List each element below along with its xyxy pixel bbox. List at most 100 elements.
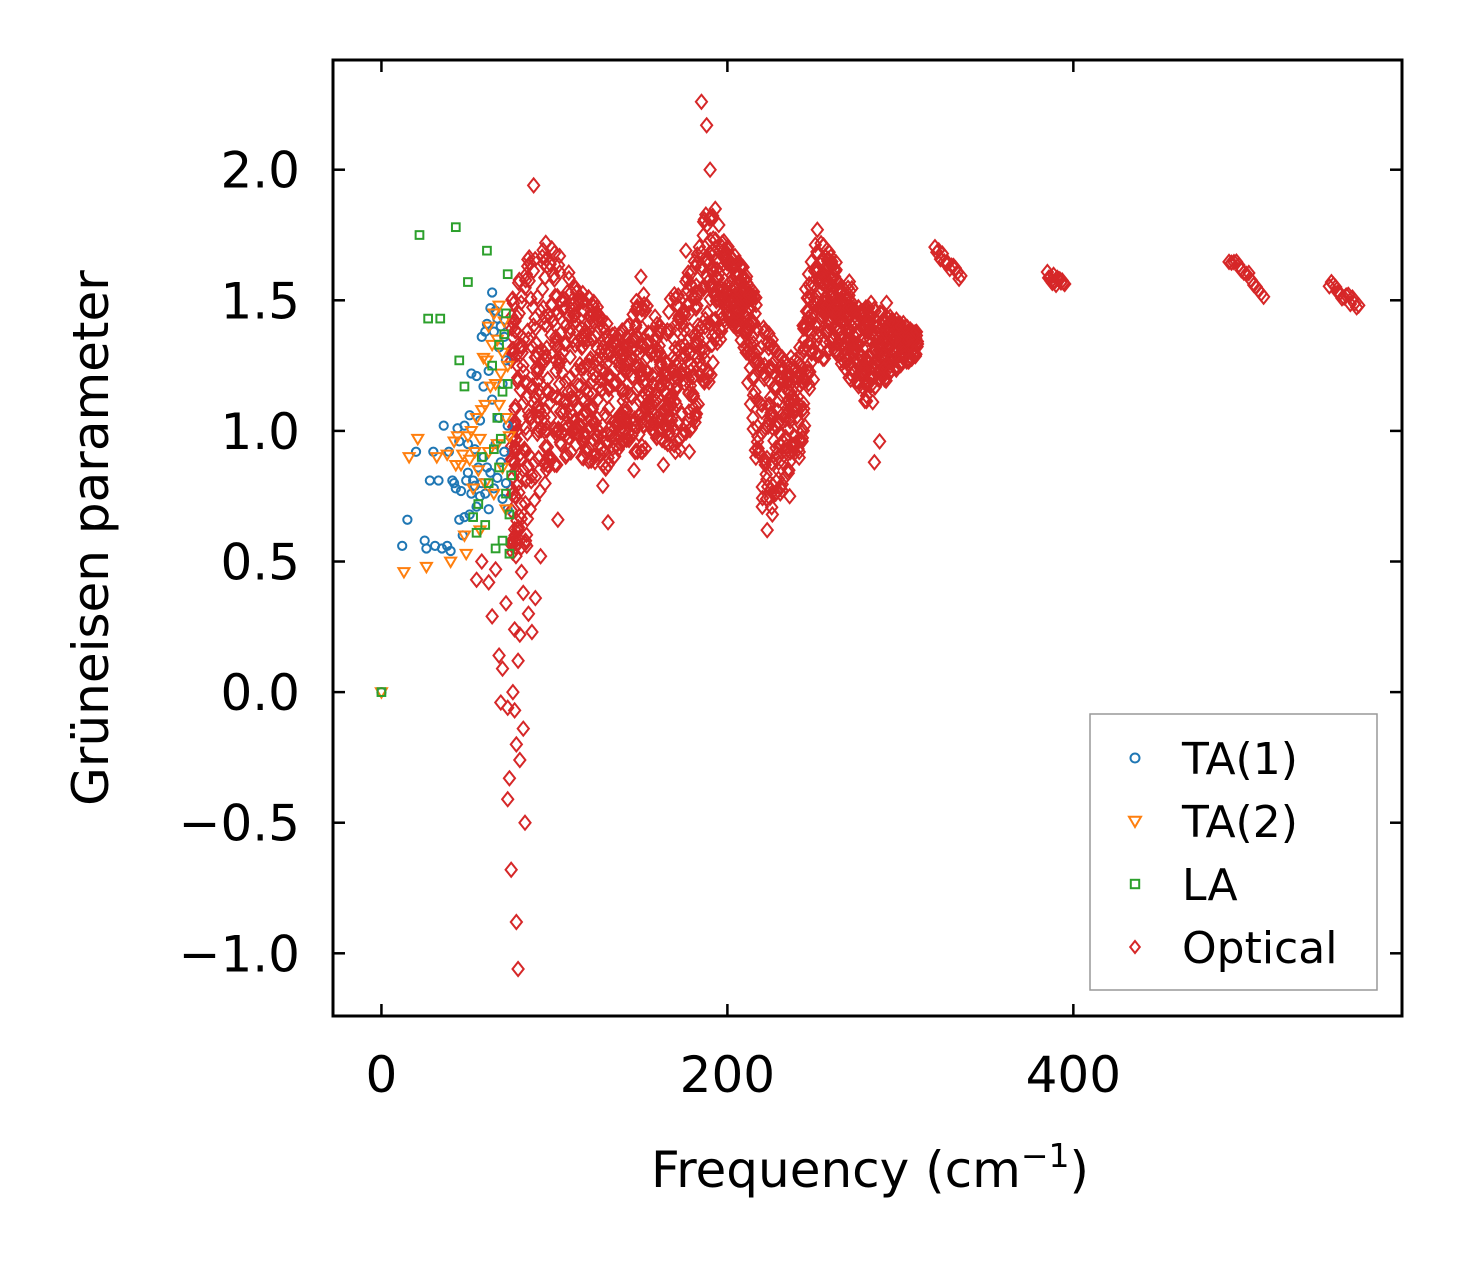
optical-cloud-marker xyxy=(518,419,533,437)
optical-cloud-marker xyxy=(599,407,614,426)
optical-cloud-marker xyxy=(641,324,656,342)
optical-cloud-marker xyxy=(751,439,765,458)
ta-2--point xyxy=(429,452,445,465)
optical-cloud-marker xyxy=(776,433,791,451)
optical-cloud-marker xyxy=(638,301,653,320)
optical-cloud-marker xyxy=(523,290,538,308)
la-point xyxy=(487,360,497,371)
optical-cloud-marker xyxy=(678,337,693,355)
optical-cloud-marker xyxy=(504,352,519,370)
optical-cloud-marker xyxy=(531,449,546,467)
ta-1--point xyxy=(471,370,482,382)
optical-cloud-marker xyxy=(757,370,772,388)
optical-cloud-marker xyxy=(867,300,882,318)
optical-cloud-marker xyxy=(574,339,589,357)
optical-cloud-marker xyxy=(807,262,822,280)
optical-point xyxy=(525,623,539,641)
optical-point xyxy=(523,500,538,518)
ta-1--point xyxy=(499,446,510,457)
optical-point xyxy=(500,790,515,808)
la-point xyxy=(463,277,473,287)
ta-2--point xyxy=(472,433,488,447)
y-tick-label: 0.0 xyxy=(220,664,300,722)
ta-2--point xyxy=(486,308,502,321)
optical-cloud-marker xyxy=(640,297,654,315)
optical-cloud-marker xyxy=(781,420,796,438)
optical-cloud-marker xyxy=(543,255,558,273)
optical-cloud-marker xyxy=(692,238,707,256)
optical-point xyxy=(504,861,519,879)
optical-cloud-marker xyxy=(704,366,718,384)
optical-cloud-marker xyxy=(723,304,738,322)
x-tick-label: 400 xyxy=(1026,1046,1121,1104)
la-point xyxy=(502,269,513,280)
optical-cloud-marker xyxy=(773,484,788,503)
optical-point xyxy=(708,200,723,218)
ta-1--point xyxy=(402,514,413,525)
optical-cloud-marker xyxy=(537,408,551,427)
optical-cloud-marker xyxy=(763,489,777,507)
optical-cloud-marker xyxy=(896,343,911,362)
optical-cloud-marker xyxy=(582,357,596,375)
ta-1--point xyxy=(483,504,494,515)
la-point xyxy=(501,488,511,499)
optical-cloud-marker xyxy=(642,382,657,400)
optical-cloud-marker xyxy=(551,256,566,274)
la-point xyxy=(435,313,446,324)
optical-cloud-marker xyxy=(548,287,563,305)
optical-cloud-marker xyxy=(671,287,686,305)
optical-cloud-marker xyxy=(903,349,918,367)
optical-cloud-marker xyxy=(506,442,520,461)
optical-cloud-marker xyxy=(507,520,522,538)
optical-cloud-marker xyxy=(686,389,700,407)
ta-2--point xyxy=(502,431,517,444)
optical-cloud-marker xyxy=(810,288,824,306)
optical-cloud-marker xyxy=(618,423,632,441)
optical-cloud-marker xyxy=(825,329,840,347)
ta-1--point xyxy=(500,478,512,489)
optical-cloud-marker xyxy=(801,375,816,393)
optical-cloud-marker xyxy=(758,322,773,340)
optical-cloud-marker xyxy=(706,230,721,248)
optical-cloud-marker xyxy=(670,295,685,314)
optical-cloud-marker xyxy=(599,355,614,373)
optical-point xyxy=(469,571,484,589)
optical-cloud-marker xyxy=(530,288,545,306)
la-point xyxy=(489,444,499,455)
optical-point xyxy=(550,511,565,529)
ta-1--point xyxy=(445,545,456,557)
ta-2--point xyxy=(453,460,469,473)
la-point xyxy=(376,687,387,697)
optical-cloud-marker xyxy=(580,385,595,403)
optical-cloud-marker xyxy=(621,424,635,442)
optical-cloud-marker xyxy=(522,446,536,464)
optical-cloud-marker xyxy=(681,352,695,370)
optical-cloud-marker xyxy=(601,399,616,418)
optical-cloud-marker xyxy=(578,326,592,344)
optical-cloud-marker xyxy=(521,330,536,348)
ta-1--point xyxy=(459,420,470,431)
optical-cloud-marker xyxy=(794,432,809,450)
optical-cloud-marker xyxy=(910,337,924,356)
optical-cloud-marker xyxy=(530,373,544,391)
optical-cloud-marker xyxy=(746,367,761,385)
optical-cloud-marker xyxy=(722,278,737,296)
ta-2--point xyxy=(483,381,498,394)
x-axis-label: Frequency (cm−1) xyxy=(651,1136,1089,1199)
ta-2--point xyxy=(410,433,426,447)
ta-2--point xyxy=(471,465,486,478)
legend-marker-optical xyxy=(1128,939,1142,955)
optical-cloud-marker xyxy=(684,420,698,438)
optical-cloud-marker xyxy=(703,260,718,278)
optical-point xyxy=(516,584,531,602)
optical-cloud-marker xyxy=(579,380,593,398)
optical-cloud-marker xyxy=(673,310,688,328)
optical-cloud-marker xyxy=(550,287,565,305)
la-point xyxy=(497,386,508,397)
optical-cloud-marker xyxy=(513,445,528,463)
optical-cloud-marker xyxy=(561,263,576,282)
optical-cloud-marker xyxy=(842,290,856,308)
la-point xyxy=(423,313,433,324)
optical-cloud-marker xyxy=(879,307,893,325)
optical-point xyxy=(601,513,615,531)
